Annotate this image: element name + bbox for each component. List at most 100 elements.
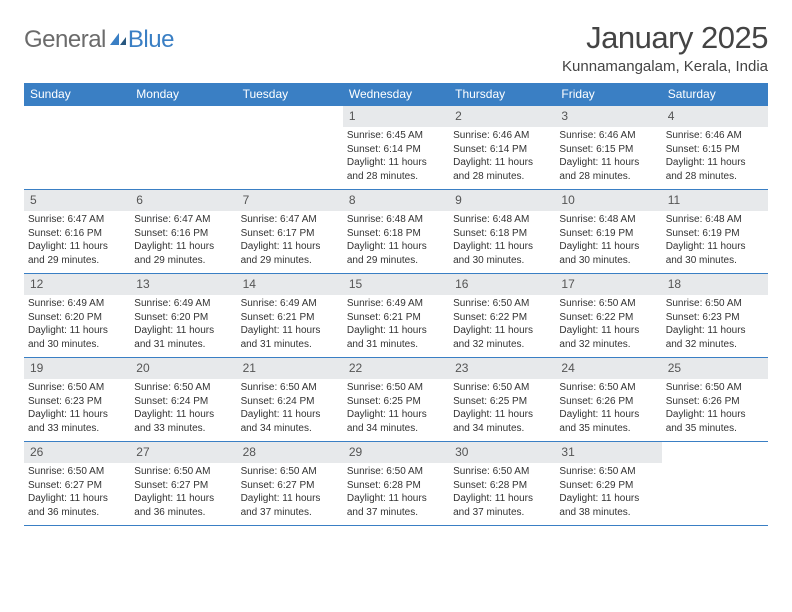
day-body: Sunrise: 6:50 AMSunset: 6:29 PMDaylight:… [555, 463, 661, 519]
daylight-line: Daylight: 11 hours and 36 minutes. [28, 492, 124, 519]
day-cell: 9Sunrise: 6:48 AMSunset: 6:18 PMDaylight… [449, 190, 555, 273]
sunrise-line: Sunrise: 6:46 AM [453, 129, 549, 143]
calendar-grid: SundayMondayTuesdayWednesdayThursdayFrid… [24, 83, 768, 526]
day-body: Sunrise: 6:47 AMSunset: 6:17 PMDaylight:… [237, 211, 343, 267]
day-number: 13 [130, 274, 236, 295]
sunset-line: Sunset: 6:27 PM [241, 479, 337, 493]
sunrise-line: Sunrise: 6:49 AM [347, 297, 443, 311]
dow-cell: Sunday [24, 83, 130, 106]
sunset-line: Sunset: 6:22 PM [453, 311, 549, 325]
day-body: Sunrise: 6:50 AMSunset: 6:23 PMDaylight:… [662, 295, 768, 351]
sunrise-line: Sunrise: 6:50 AM [241, 381, 337, 395]
dow-cell: Saturday [662, 83, 768, 106]
daylight-line: Daylight: 11 hours and 29 minutes. [241, 240, 337, 267]
day-body: Sunrise: 6:50 AMSunset: 6:28 PMDaylight:… [343, 463, 449, 519]
sunrise-line: Sunrise: 6:49 AM [241, 297, 337, 311]
day-cell: 8Sunrise: 6:48 AMSunset: 6:18 PMDaylight… [343, 190, 449, 273]
day-cell: 1Sunrise: 6:45 AMSunset: 6:14 PMDaylight… [343, 106, 449, 189]
day-cell: 26Sunrise: 6:50 AMSunset: 6:27 PMDayligh… [24, 442, 130, 525]
daylight-line: Daylight: 11 hours and 28 minutes. [347, 156, 443, 183]
day-cell [662, 442, 768, 525]
sunrise-line: Sunrise: 6:45 AM [347, 129, 443, 143]
day-number: 23 [449, 358, 555, 379]
sunset-line: Sunset: 6:17 PM [241, 227, 337, 241]
sunrise-line: Sunrise: 6:49 AM [134, 297, 230, 311]
day-number: 6 [130, 190, 236, 211]
page-title: January 2025 [562, 20, 768, 56]
daylight-line: Daylight: 11 hours and 35 minutes. [559, 408, 655, 435]
daylight-line: Daylight: 11 hours and 37 minutes. [347, 492, 443, 519]
day-cell: 21 Sunrise: 6:50 AMSunset: 6:24 PMDayligh… [237, 358, 343, 441]
day-number: 31 [555, 442, 661, 463]
daylight-line: Daylight: 11 hours and 30 minutes. [666, 240, 762, 267]
day-number: 29 [343, 442, 449, 463]
dow-cell: Thursday [449, 83, 555, 106]
day-cell: 23Sunrise: 6:50 AMSunset: 6:25 PMDayligh… [449, 358, 555, 441]
sunset-line: Sunset: 6:16 PM [134, 227, 230, 241]
day-number: 17 [555, 274, 661, 295]
week-row: 19Sunrise: 6:50 AMSunset: 6:23 PMDayligh… [24, 358, 768, 442]
daylight-line: Daylight: 11 hours and 28 minutes. [453, 156, 549, 183]
daylight-line: Daylight: 11 hours and 37 minutes. [453, 492, 549, 519]
day-number: 1 [343, 106, 449, 127]
sunset-line: Sunset: 6:27 PM [28, 479, 124, 493]
sunset-line: Sunset: 6:24 PM [241, 395, 337, 409]
daylight-line: Daylight: 11 hours and 34 minutes. [241, 408, 337, 435]
day-cell: 19Sunrise: 6:50 AMSunset: 6:23 PMDayligh… [24, 358, 130, 441]
day-number: 30 [449, 442, 555, 463]
day-cell: 27Sunrise: 6:50 AMSunset: 6:27 PMDayligh… [130, 442, 236, 525]
sunrise-line: Sunrise: 6:50 AM [559, 381, 655, 395]
day-cell: 4Sunrise: 6:46 AMSunset: 6:15 PMDaylight… [662, 106, 768, 189]
day-body: Sunrise: 6:46 AMSunset: 6:15 PMDaylight:… [555, 127, 661, 183]
day-number: 11 [662, 190, 768, 211]
location-subtitle: Kunnamangalam, Kerala, India [562, 58, 768, 75]
week-row: 5Sunrise: 6:47 AMSunset: 6:16 PMDaylight… [24, 190, 768, 274]
weeks-container: 1Sunrise: 6:45 AMSunset: 6:14 PMDaylight… [24, 106, 768, 526]
daylight-line: Daylight: 11 hours and 29 minutes. [347, 240, 443, 267]
day-body: Sunrise: 6:48 AMSunset: 6:19 PMDaylight:… [555, 211, 661, 267]
daylight-line: Daylight: 11 hours and 28 minutes. [666, 156, 762, 183]
day-body: Sunrise: 6:50 AMSunset: 6:22 PMDaylight:… [449, 295, 555, 351]
week-row: 12Sunrise: 6:49 AMSunset: 6:20 PMDayligh… [24, 274, 768, 358]
sunrise-line: Sunrise: 6:48 AM [347, 213, 443, 227]
sunrise-line: Sunrise: 6:50 AM [453, 297, 549, 311]
sunset-line: Sunset: 6:15 PM [666, 143, 762, 157]
day-cell: 22Sunrise: 6:50 AMSunset: 6:25 PMDayligh… [343, 358, 449, 441]
sunset-line: Sunset: 6:18 PM [347, 227, 443, 241]
day-number: 27 [130, 442, 236, 463]
day-cell: 13Sunrise: 6:49 AMSunset: 6:20 PMDayligh… [130, 274, 236, 357]
sunset-line: Sunset: 6:20 PM [28, 311, 124, 325]
daylight-line: Daylight: 11 hours and 32 minutes. [453, 324, 549, 351]
day-body: Sunrise: 6:50 AMSunset: 6:26 PMDaylight:… [662, 379, 768, 435]
day-number: 25 [662, 358, 768, 379]
day-cell: 24Sunrise: 6:50 AMSunset: 6:26 PMDayligh… [555, 358, 661, 441]
daylight-line: Daylight: 11 hours and 28 minutes. [559, 156, 655, 183]
day-number: 12 [24, 274, 130, 295]
sunset-line: Sunset: 6:26 PM [666, 395, 762, 409]
sunset-line: Sunset: 6:24 PM [134, 395, 230, 409]
day-of-week-header: SundayMondayTuesdayWednesdayThursdayFrid… [24, 83, 768, 106]
daylight-line: Daylight: 11 hours and 34 minutes. [347, 408, 443, 435]
week-row: 26Sunrise: 6:50 AMSunset: 6:27 PMDayligh… [24, 442, 768, 526]
day-number: 28 [237, 442, 343, 463]
day-cell: 7Sunrise: 6:47 AMSunset: 6:17 PMDaylight… [237, 190, 343, 273]
sunrise-line: Sunrise: 6:50 AM [241, 465, 337, 479]
day-body: Sunrise: 6:49 AMSunset: 6:20 PMDaylight:… [24, 295, 130, 351]
sunset-line: Sunset: 6:25 PM [347, 395, 443, 409]
sunrise-line: Sunrise: 6:50 AM [559, 297, 655, 311]
calendar-page: General Blue January 2025 Kunnamangalam,… [0, 0, 792, 526]
sunset-line: Sunset: 6:21 PM [347, 311, 443, 325]
day-cell: 29Sunrise: 6:50 AMSunset: 6:28 PMDayligh… [343, 442, 449, 525]
daylight-line: Daylight: 11 hours and 33 minutes. [134, 408, 230, 435]
daylight-line: Daylight: 11 hours and 31 minutes. [241, 324, 337, 351]
day-cell: 18Sunrise: 6:50 AMSunset: 6:23 PMDayligh… [662, 274, 768, 357]
day-number: 10 [555, 190, 661, 211]
day-cell: 6Sunrise: 6:47 AMSunset: 6:16 PMDaylight… [130, 190, 236, 273]
sunrise-line: Sunrise: 6:50 AM [453, 381, 549, 395]
day-number: 21 [237, 358, 343, 379]
logo: General Blue [24, 20, 174, 54]
week-row: 1Sunrise: 6:45 AMSunset: 6:14 PMDaylight… [24, 106, 768, 190]
day-cell [24, 106, 130, 189]
dow-cell: Tuesday [237, 83, 343, 106]
day-number: 22 [343, 358, 449, 379]
